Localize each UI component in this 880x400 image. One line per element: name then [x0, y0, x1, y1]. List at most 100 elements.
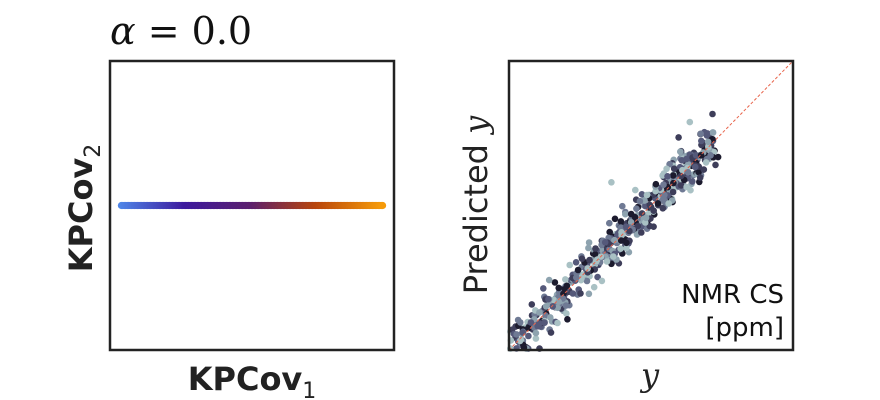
right-data-point [555, 298, 562, 306]
right-data-point [650, 223, 657, 230]
right-data-point [532, 335, 540, 342]
left-scatter-points [117, 201, 387, 210]
title-equation: = 0.0 [136, 9, 252, 53]
right-data-point [591, 251, 599, 258]
right-data-point [527, 319, 535, 326]
x-label-subscript: 1 [302, 379, 316, 400]
right-data-point [677, 172, 685, 180]
right-data-point [611, 236, 618, 244]
right-data-point [663, 165, 670, 173]
right-data-point [692, 163, 699, 171]
right-data-point [714, 153, 722, 161]
right-data-point [631, 213, 639, 221]
x-label-main: KPCov [188, 360, 303, 398]
right-data-point [611, 215, 619, 223]
right-data-point [669, 188, 677, 196]
right-data-point [598, 277, 606, 285]
right-data-point [566, 261, 573, 269]
right-data-point [704, 138, 712, 146]
right-data-point [697, 130, 704, 138]
right-data-point [659, 205, 667, 212]
right-data-point [547, 314, 554, 321]
right-data-point [642, 214, 650, 222]
right-plot-frame [507, 59, 795, 352]
right-data-point [677, 182, 685, 189]
right-data-point [679, 166, 686, 174]
right-data-point [547, 329, 555, 336]
left-chart-title: α = 0.0 [110, 9, 252, 53]
right-data-point [574, 266, 582, 274]
right-data-point [617, 245, 624, 252]
right-data-point [610, 253, 617, 260]
right-data-point [622, 210, 629, 218]
right-data-point [652, 180, 660, 188]
right-data-point [525, 324, 532, 332]
right-data-point [707, 152, 714, 159]
right-data-point [540, 285, 547, 292]
right-data-point [677, 148, 684, 155]
annotation-line-1: NMR CS [681, 280, 784, 310]
right-data-point [554, 304, 561, 312]
right-data-point [564, 316, 571, 323]
right-y-axis-label: Predicted y [457, 115, 495, 294]
right-data-point [577, 290, 584, 297]
right-data-point [664, 173, 671, 180]
right-data-point [578, 275, 585, 283]
right-data-point [545, 295, 552, 303]
right-data-point [586, 256, 593, 264]
right-x-axis-label: y [639, 356, 660, 394]
right-data-point [528, 301, 536, 308]
right-data-point [601, 239, 609, 246]
left-y-axis-label: KPCov2 [62, 144, 106, 273]
right-data-point [549, 303, 556, 310]
right-data-point [517, 319, 524, 326]
right-data-point [689, 178, 696, 185]
right-data-point [555, 284, 562, 292]
right-data-point [700, 166, 708, 173]
right-data-point [695, 168, 702, 176]
right-data-point [632, 186, 639, 194]
right-data-point [542, 303, 550, 310]
right-data-point [583, 277, 591, 285]
right-data-point [536, 309, 543, 316]
right-data-point [709, 110, 716, 118]
right-data-point [638, 229, 645, 236]
right-data-point [594, 273, 601, 281]
right-data-point [619, 202, 626, 210]
right-data-point [608, 179, 615, 186]
left-plot-frame [108, 59, 396, 352]
right-data-point [585, 239, 593, 246]
right-data-point [554, 319, 561, 327]
right-data-point [683, 183, 690, 191]
right-data-point [697, 152, 705, 159]
right-data-point [562, 276, 569, 283]
right-data-point [692, 152, 700, 159]
right-data-point [698, 137, 705, 145]
right-data-point [686, 118, 694, 126]
right-data-point [585, 290, 593, 298]
right-data-point [532, 329, 540, 337]
right-data-point [622, 223, 630, 230]
right-data-point [519, 329, 526, 336]
right-data-point [684, 169, 692, 176]
left-data-point [379, 201, 387, 210]
right-data-point [541, 319, 548, 327]
right-data-point [646, 201, 654, 209]
right-data-point [623, 239, 630, 247]
right-data-point [712, 161, 719, 169]
right-data-point [569, 290, 577, 297]
right-data-point [606, 228, 613, 236]
right-data-point [563, 282, 571, 290]
right-data-point [513, 331, 520, 338]
right-data-point [704, 130, 711, 137]
identity-diagonal-line [508, 60, 794, 351]
right-data-point [572, 259, 580, 266]
annotation-line-2: [ppm] [705, 313, 784, 343]
right-data-point [670, 165, 678, 172]
right-data-point [606, 219, 613, 227]
right-data-point [545, 276, 553, 284]
right-data-point [638, 210, 646, 217]
right-scatter-points [507, 110, 722, 352]
right-data-point [709, 129, 717, 136]
